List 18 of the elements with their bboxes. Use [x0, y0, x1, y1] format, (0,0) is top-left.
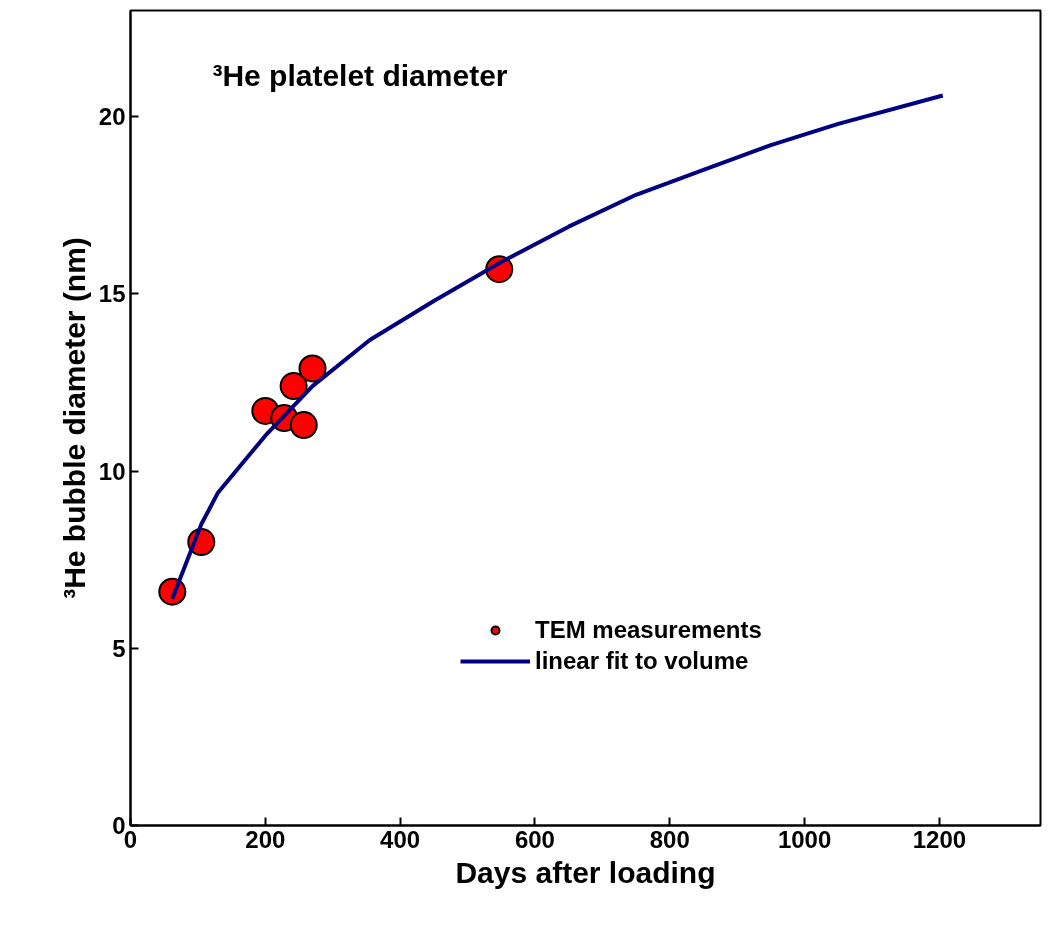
y-tick-label: 15 — [98, 280, 126, 308]
y-axis-title: ³He bubble diameter (nm) — [57, 237, 91, 599]
point — [289, 411, 318, 440]
x-tick-label: 1200 — [912, 825, 967, 853]
legend-label: TEM measurements — [535, 616, 762, 644]
y-tick-label: 10 — [98, 457, 126, 485]
y-tick-label: 5 — [112, 634, 126, 662]
text: ³He platelet diameter — [212, 59, 508, 93]
point — [279, 372, 308, 401]
x-tick-label: 600 — [514, 825, 555, 853]
point — [298, 354, 327, 383]
y-tick-label: 20 — [98, 103, 126, 131]
x-axis-title: Days after loading — [455, 855, 716, 889]
x-tick-label: 400 — [380, 825, 421, 853]
x-tick-label: 800 — [649, 825, 690, 853]
legend-label: linear fit to volume — [535, 647, 749, 675]
x-tick-label: 200 — [245, 825, 286, 853]
x-tick-label: 1000 — [777, 825, 832, 853]
